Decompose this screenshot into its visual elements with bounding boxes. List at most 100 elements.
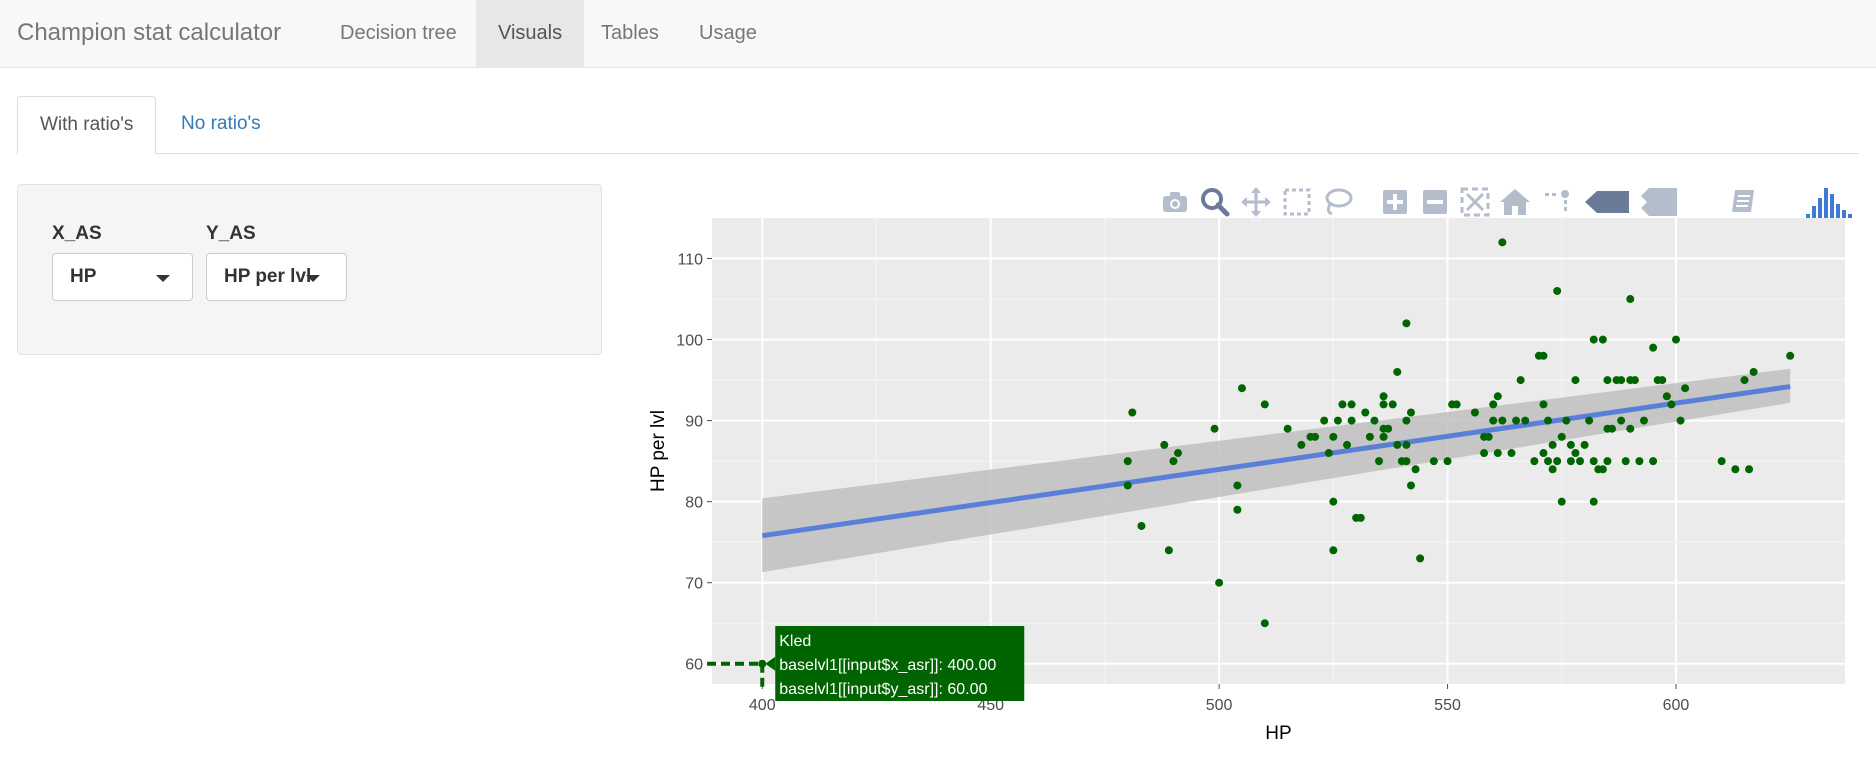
data-point: [1553, 286, 1562, 295]
data-point: [1324, 449, 1333, 458]
tooltip-y-value: baselvl1[[input$y_asr]]: 60.00: [779, 681, 987, 698]
data-point: [1379, 432, 1388, 441]
hover-closest-icon[interactable]: [1583, 184, 1629, 220]
data-point: [1676, 416, 1685, 425]
data-point: [1343, 440, 1352, 449]
data-point: [1544, 457, 1553, 466]
data-point: [1320, 416, 1329, 425]
data-point: [1557, 497, 1566, 506]
data-point: [1329, 546, 1338, 555]
data-point: [1617, 376, 1626, 385]
plotly-logo-icon[interactable]: [1804, 184, 1852, 220]
data-point: [1585, 416, 1594, 425]
data-point: [1470, 408, 1479, 417]
tooltip-name: Kled: [779, 633, 811, 650]
zoom-icon[interactable]: [1197, 184, 1233, 220]
data-point: [1480, 449, 1489, 458]
data-point: [1786, 351, 1795, 360]
pan-icon[interactable]: [1238, 184, 1274, 220]
x-axis-title: HP: [1265, 723, 1291, 744]
data-point: [1173, 449, 1182, 458]
x-tick-label: 600: [1663, 697, 1690, 714]
data-point: [1370, 416, 1379, 425]
data-point: [1484, 432, 1493, 441]
plot-modebar: [1155, 184, 1855, 224]
data-point: [1745, 465, 1754, 474]
nav-tab-tables[interactable]: Tables: [601, 22, 659, 44]
edit-chart-icon[interactable]: [1726, 184, 1762, 220]
chevron-down-icon: [306, 275, 320, 282]
data-point: [1365, 432, 1374, 441]
data-point: [1429, 457, 1438, 466]
data-point: [1498, 416, 1507, 425]
y-axis-label: Y_AS: [206, 223, 256, 244]
data-point: [1123, 481, 1132, 490]
data-point: [1123, 457, 1132, 466]
trend-line-layer: [761, 384, 1791, 539]
data-point: [1260, 619, 1269, 628]
data-point: [1233, 505, 1242, 514]
reset-axes-icon[interactable]: [1497, 184, 1533, 220]
data-point: [1333, 416, 1342, 425]
spike-lines-icon[interactable]: [1539, 184, 1575, 220]
tab-with-ratios[interactable]: With ratio's: [17, 96, 157, 155]
data-point: [1329, 497, 1338, 506]
data-point: [1571, 449, 1580, 458]
nav-tab-visuals[interactable]: Visuals: [476, 0, 585, 68]
data-point: [1493, 449, 1502, 458]
lasso-icon[interactable]: [1320, 184, 1356, 220]
nav-tab-usage[interactable]: Usage: [699, 22, 757, 44]
data-point: [1589, 335, 1598, 344]
box-select-icon[interactable]: [1279, 184, 1315, 220]
data-point: [1626, 424, 1635, 433]
data-point: [1603, 457, 1612, 466]
y-axis-select[interactable]: HP per lvl: [206, 253, 347, 301]
data-point: [1361, 408, 1370, 417]
y-tick-label: 110: [677, 252, 703, 269]
data-point: [1388, 400, 1397, 409]
data-point: [1375, 457, 1384, 466]
data-point: [1580, 440, 1589, 449]
tab-no-ratios[interactable]: No ratio's: [181, 113, 261, 134]
data-point: [1416, 554, 1425, 563]
data-point: [1598, 465, 1607, 474]
brand-title[interactable]: Champion stat calculator: [17, 19, 282, 46]
hover-tooltip: Kled baselvl1[[input$x_asr]]: 400.00 bas…: [707, 626, 1025, 701]
confidence-band-layer: [762, 368, 1791, 573]
data-point: [1589, 497, 1598, 506]
zoom-out-icon[interactable]: [1417, 184, 1453, 220]
data-point: [1589, 457, 1598, 466]
data-point: [1566, 457, 1575, 466]
data-point: [1137, 521, 1146, 530]
data-point: [1443, 457, 1452, 466]
data-point: [1649, 343, 1658, 352]
y-axis-title: HP per lvl: [648, 410, 669, 492]
data-point: [1539, 400, 1548, 409]
nav-tab-decision-tree[interactable]: Decision tree: [340, 22, 457, 44]
data-point: [1635, 457, 1644, 466]
camera-icon[interactable]: [1157, 184, 1193, 220]
autoscale-icon[interactable]: [1457, 184, 1493, 220]
data-point: [1402, 440, 1411, 449]
data-point: [1347, 400, 1356, 409]
data-point: [1658, 376, 1667, 385]
zoom-in-icon[interactable]: [1377, 184, 1413, 220]
x-tick-label: 500: [1206, 697, 1233, 714]
data-point: [1548, 465, 1557, 474]
hover-compare-icon[interactable]: [1639, 184, 1677, 220]
data-point: [1160, 440, 1169, 449]
data-point: [1169, 457, 1178, 466]
data-point: [1356, 513, 1365, 522]
y-tick-label: 60: [685, 657, 703, 674]
x-axis-select[interactable]: HP: [52, 253, 193, 301]
data-point: [1402, 319, 1411, 328]
data-point: [1717, 457, 1726, 466]
data-point: [1411, 465, 1420, 474]
data-point: [1233, 481, 1242, 490]
data-point: [1311, 432, 1320, 441]
data-point: [1406, 408, 1415, 417]
data-point: [1512, 416, 1521, 425]
data-point: [1576, 457, 1585, 466]
x-axis-label: X_AS: [52, 223, 102, 244]
